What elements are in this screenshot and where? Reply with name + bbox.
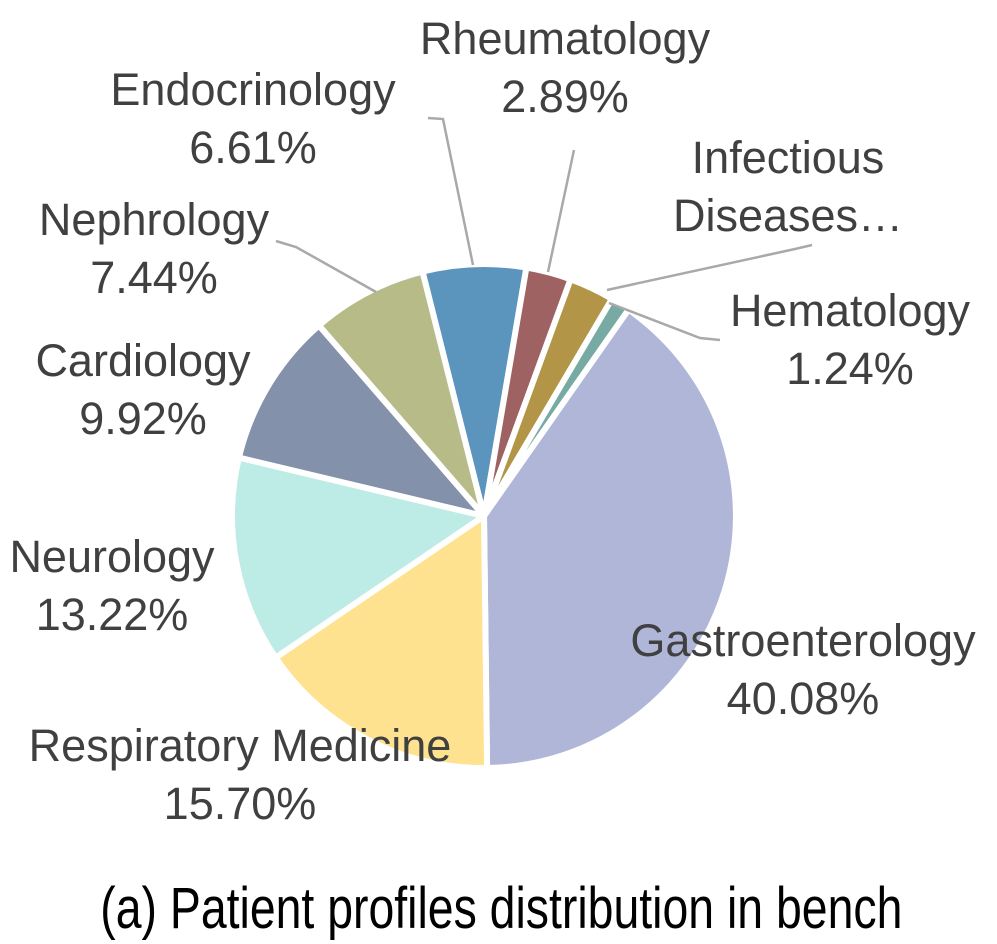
leader-lines [275, 116, 813, 342]
pie-slice-neurology [229, 454, 487, 661]
pie-slice-gastroenterology [481, 306, 739, 771]
slice-label-value: 2.89% [501, 71, 629, 122]
slice-label-value: 1.24% [786, 343, 914, 394]
caption-row: (a) Patient profiles distribution in ben… [0, 876, 997, 942]
slice-label-value: 13.22% [35, 589, 189, 640]
slice-label-rheumatology: Rheumatology 2.89% [420, 10, 710, 126]
slice-label-name: Neurology [9, 531, 215, 582]
slice-label-value: 15.70% [163, 778, 317, 829]
leader-line [546, 149, 576, 273]
slice-label-name: Infectious [691, 132, 885, 183]
slice-label-neurology: Neurology 13.22% [9, 528, 214, 644]
slice-label-respiratory-medicine: Respiratory Medicine 15.70% [29, 717, 452, 833]
leader-line [275, 239, 377, 294]
slice-label-cardiology: Cardiology 9.92% [35, 332, 250, 448]
slice-label-name: Endocrinology [110, 64, 396, 115]
leader-line [606, 243, 813, 292]
pie-slice-respiratory-medicine [272, 513, 491, 772]
slice-label-nephrology: Nephrology 7.44% [39, 191, 269, 307]
slice-label-value: 6.61% [189, 122, 317, 173]
pie-slices [229, 261, 739, 772]
leader-line [427, 116, 475, 266]
figure-caption: (a) Patient profiles distribution in ben… [100, 876, 903, 941]
slice-label-name: Respiratory Medicine [28, 720, 452, 771]
slice-label-name: Cardiology [35, 335, 251, 386]
slice-label-name: Gastroenterology [630, 615, 976, 666]
slice-label-hematology: Hematology 1.24% [730, 282, 970, 398]
slice-label-value: 40.08% [726, 673, 880, 724]
slice-label-infectious-diseases: Infectious Diseases… [673, 129, 903, 245]
slice-label-value: Diseases… [672, 190, 904, 241]
slice-label-value: 9.92% [79, 393, 207, 444]
slice-label-value: 7.44% [90, 252, 218, 303]
leader-line [608, 301, 721, 342]
slice-label-name: Rheumatology [419, 13, 711, 64]
slice-label-gastroenterology: Gastroenterology 40.08% [630, 612, 975, 728]
slice-label-endocrinology: Endocrinology 6.61% [110, 61, 395, 177]
pie-slice-cardiology [235, 322, 487, 519]
slice-label-name: Hematology [729, 285, 971, 336]
slice-label-name: Nephrology [38, 194, 270, 245]
